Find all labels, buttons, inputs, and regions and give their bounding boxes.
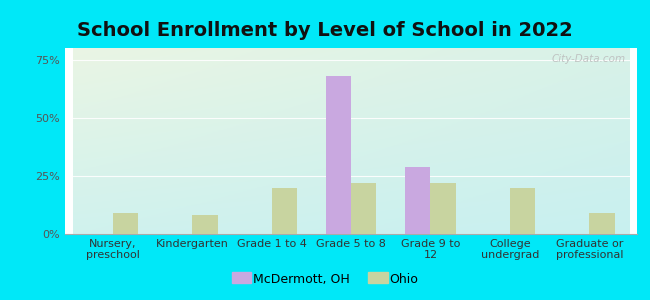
Bar: [590, 213, 615, 234]
Bar: [192, 215, 218, 234]
Bar: [351, 183, 376, 234]
Bar: [272, 188, 297, 234]
Bar: [326, 76, 351, 234]
Text: City-Data.com: City-Data.com: [551, 54, 625, 64]
Bar: [405, 167, 430, 234]
Text: School Enrollment by Level of School in 2022: School Enrollment by Level of School in …: [77, 21, 573, 40]
Legend: McDermott, OH, Ohio: McDermott, OH, Ohio: [227, 268, 423, 291]
Bar: [510, 188, 536, 234]
Bar: [430, 183, 456, 234]
Bar: [112, 213, 138, 234]
